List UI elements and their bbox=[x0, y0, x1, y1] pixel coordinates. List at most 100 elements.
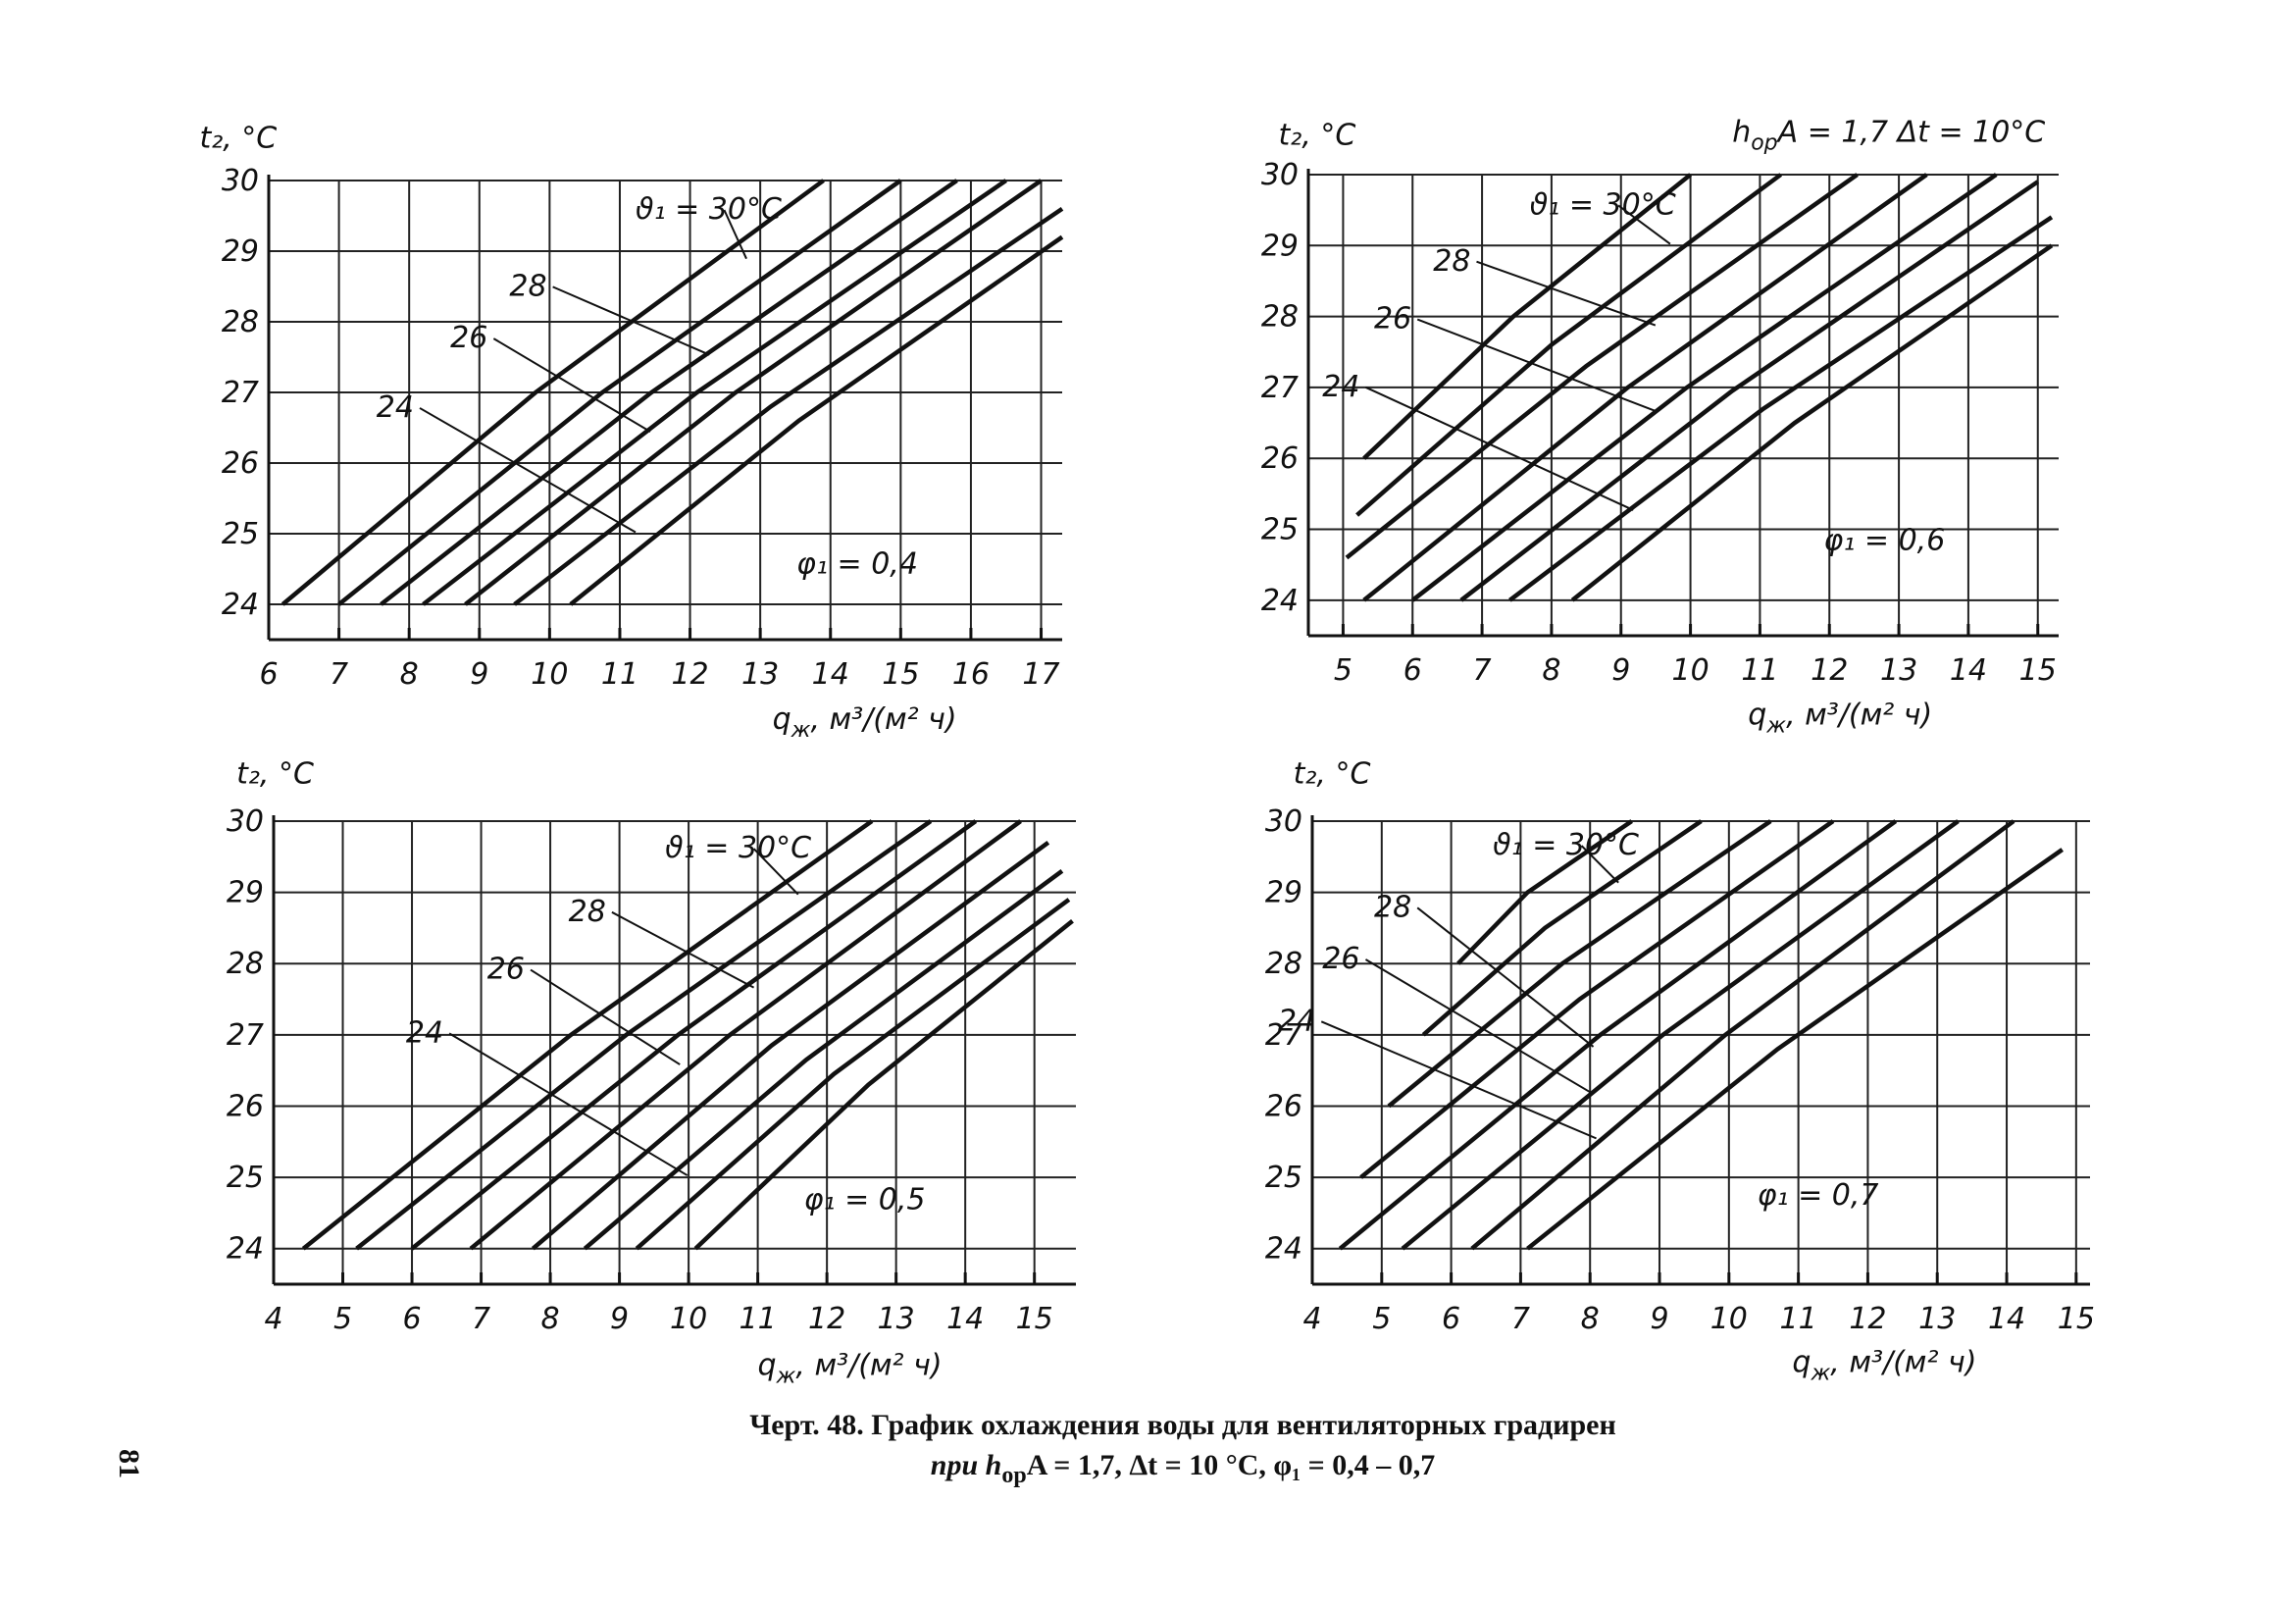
y-tick-label: 27 bbox=[222, 376, 259, 410]
y-tick-label: 24 bbox=[222, 588, 259, 622]
caption-line-1: Черт. 48. График охлаждения воды для вен… bbox=[749, 1409, 1616, 1441]
x-axis-label: qж, м³/(м² ч) bbox=[1792, 1345, 1976, 1385]
x-axis-label: qж, м³/(м² ч) bbox=[773, 702, 957, 743]
leader-line bbox=[1617, 204, 1671, 245]
curve bbox=[380, 179, 958, 606]
leader-line bbox=[492, 337, 651, 433]
leader-line bbox=[723, 209, 747, 260]
y-tick-label: 27 bbox=[227, 1018, 264, 1053]
x-axis-label-part: q bbox=[1792, 1345, 1811, 1379]
y-tick-label: 29 bbox=[1261, 229, 1299, 263]
x-tick-label: 8 bbox=[1542, 653, 1560, 688]
y-tick-label: 28 bbox=[222, 305, 259, 339]
x-tick-label: 14 bbox=[812, 657, 849, 692]
x-tick-label: 6 bbox=[1403, 653, 1422, 688]
x-tick-label: 6 bbox=[259, 657, 278, 692]
y-tick-label: 24 bbox=[1261, 584, 1299, 618]
curve-label: 26 bbox=[450, 321, 487, 355]
curve bbox=[1410, 173, 1998, 602]
x-tick-label: 10 bbox=[531, 657, 568, 692]
y-tick-label: 28 bbox=[1261, 300, 1299, 335]
x-tick-label: 5 bbox=[1372, 1302, 1391, 1336]
curve bbox=[1459, 180, 2040, 602]
leader-line bbox=[419, 407, 637, 534]
curve bbox=[1387, 819, 1772, 1109]
x-axis-label: qж, м³/(м² ч) bbox=[758, 1349, 943, 1389]
y-tick-label: 27 bbox=[1265, 1018, 1302, 1053]
x-tick-label: 16 bbox=[952, 657, 990, 692]
note: φ₁ = 0,7 bbox=[1758, 1178, 1879, 1213]
x-tick-label: 15 bbox=[882, 657, 919, 692]
x-tick-label: 6 bbox=[402, 1302, 421, 1336]
curve-label: 24 bbox=[406, 1015, 443, 1050]
curve-label: 26 bbox=[1322, 942, 1359, 976]
header-sub: ор bbox=[1751, 131, 1777, 156]
y-tick-label: 28 bbox=[227, 947, 264, 981]
curve bbox=[464, 179, 1043, 606]
x-axis-label-sub: ж bbox=[1765, 713, 1786, 738]
x-tick-label: 8 bbox=[1581, 1302, 1600, 1336]
x-tick-label: 11 bbox=[740, 1302, 777, 1336]
x-tick-label: 13 bbox=[1918, 1302, 1956, 1336]
x-tick-label: 13 bbox=[741, 657, 779, 692]
leader-line bbox=[1320, 1020, 1597, 1140]
y-tick-label: 30 bbox=[1265, 804, 1302, 839]
x-tick-label: 13 bbox=[878, 1302, 915, 1336]
x-tick-label: 4 bbox=[1302, 1302, 1321, 1336]
leader-line bbox=[1580, 845, 1619, 884]
x-tick-label: 12 bbox=[671, 657, 708, 692]
x-axis-label-part: , м³/(м² ч) bbox=[810, 702, 956, 737]
y-tick-label: 26 bbox=[1261, 441, 1299, 476]
y-tick-label: 25 bbox=[222, 517, 259, 551]
x-tick-label: 5 bbox=[333, 1302, 352, 1336]
curve-label: 24 bbox=[1278, 1004, 1315, 1038]
curve bbox=[1570, 243, 2054, 602]
x-tick-label: 4 bbox=[264, 1302, 282, 1336]
y-tick-label: 30 bbox=[1261, 158, 1299, 192]
leader-line bbox=[1476, 260, 1657, 327]
x-tick-label: 15 bbox=[2058, 1302, 2095, 1336]
x-tick-label: 10 bbox=[1671, 653, 1709, 688]
x-tick-label: 11 bbox=[1741, 653, 1778, 688]
curve bbox=[1526, 848, 2064, 1251]
curve-label: 26 bbox=[487, 953, 525, 987]
x-tick-label: 7 bbox=[1473, 653, 1492, 688]
y-tick-label: 28 bbox=[1265, 947, 1302, 981]
header-part: A = 1,7 Δt = 10°C bbox=[1776, 116, 2046, 150]
y-tick-label: 24 bbox=[227, 1232, 264, 1267]
caption-part: при h bbox=[931, 1449, 1002, 1481]
curve-label: 24 bbox=[1322, 370, 1359, 404]
x-tick-label: 7 bbox=[330, 657, 348, 692]
x-tick-label: 5 bbox=[1334, 653, 1352, 688]
curve bbox=[1401, 819, 1960, 1251]
y-tick-label: 24 bbox=[1265, 1232, 1302, 1267]
x-axis-label-part: , м³/(м² ч) bbox=[1786, 698, 1932, 732]
caption-sub: ор bbox=[1001, 1463, 1026, 1488]
x-tick-label: 15 bbox=[1016, 1302, 1053, 1336]
x-tick-label: 9 bbox=[1650, 1302, 1668, 1336]
note: φ₁ = 0,4 bbox=[796, 547, 918, 582]
x-axis-label-sub: ж bbox=[791, 718, 811, 743]
curve-label: 28 bbox=[1433, 244, 1470, 279]
y-tick-label: 26 bbox=[1265, 1089, 1302, 1123]
x-axis-label-part: , м³/(м² ч) bbox=[1830, 1345, 1976, 1379]
leader-line bbox=[611, 910, 755, 989]
x-tick-label: 14 bbox=[1988, 1302, 2025, 1336]
x-axis-label: qж, м³/(м² ч) bbox=[1748, 698, 1932, 738]
note: φ₁ = 0,5 bbox=[804, 1183, 926, 1217]
x-tick-label: 13 bbox=[1880, 653, 1917, 688]
curve bbox=[569, 234, 1064, 606]
x-tick-label: 8 bbox=[400, 657, 419, 692]
leader-line bbox=[1364, 958, 1595, 1096]
x-axis-label-part: q bbox=[1748, 698, 1766, 732]
leader-line bbox=[1416, 906, 1595, 1048]
note: φ₁ = 0,6 bbox=[1824, 524, 1946, 558]
y-tick-label: 29 bbox=[1265, 876, 1302, 910]
x-axis-label-sub: ж bbox=[1810, 1361, 1830, 1385]
curve-label: ϑ₁ = 30°C bbox=[636, 192, 782, 227]
curve bbox=[513, 206, 1064, 606]
x-axis-label-sub: ж bbox=[776, 1365, 796, 1389]
x-tick-label: 12 bbox=[1849, 1302, 1886, 1336]
curve bbox=[410, 819, 978, 1251]
